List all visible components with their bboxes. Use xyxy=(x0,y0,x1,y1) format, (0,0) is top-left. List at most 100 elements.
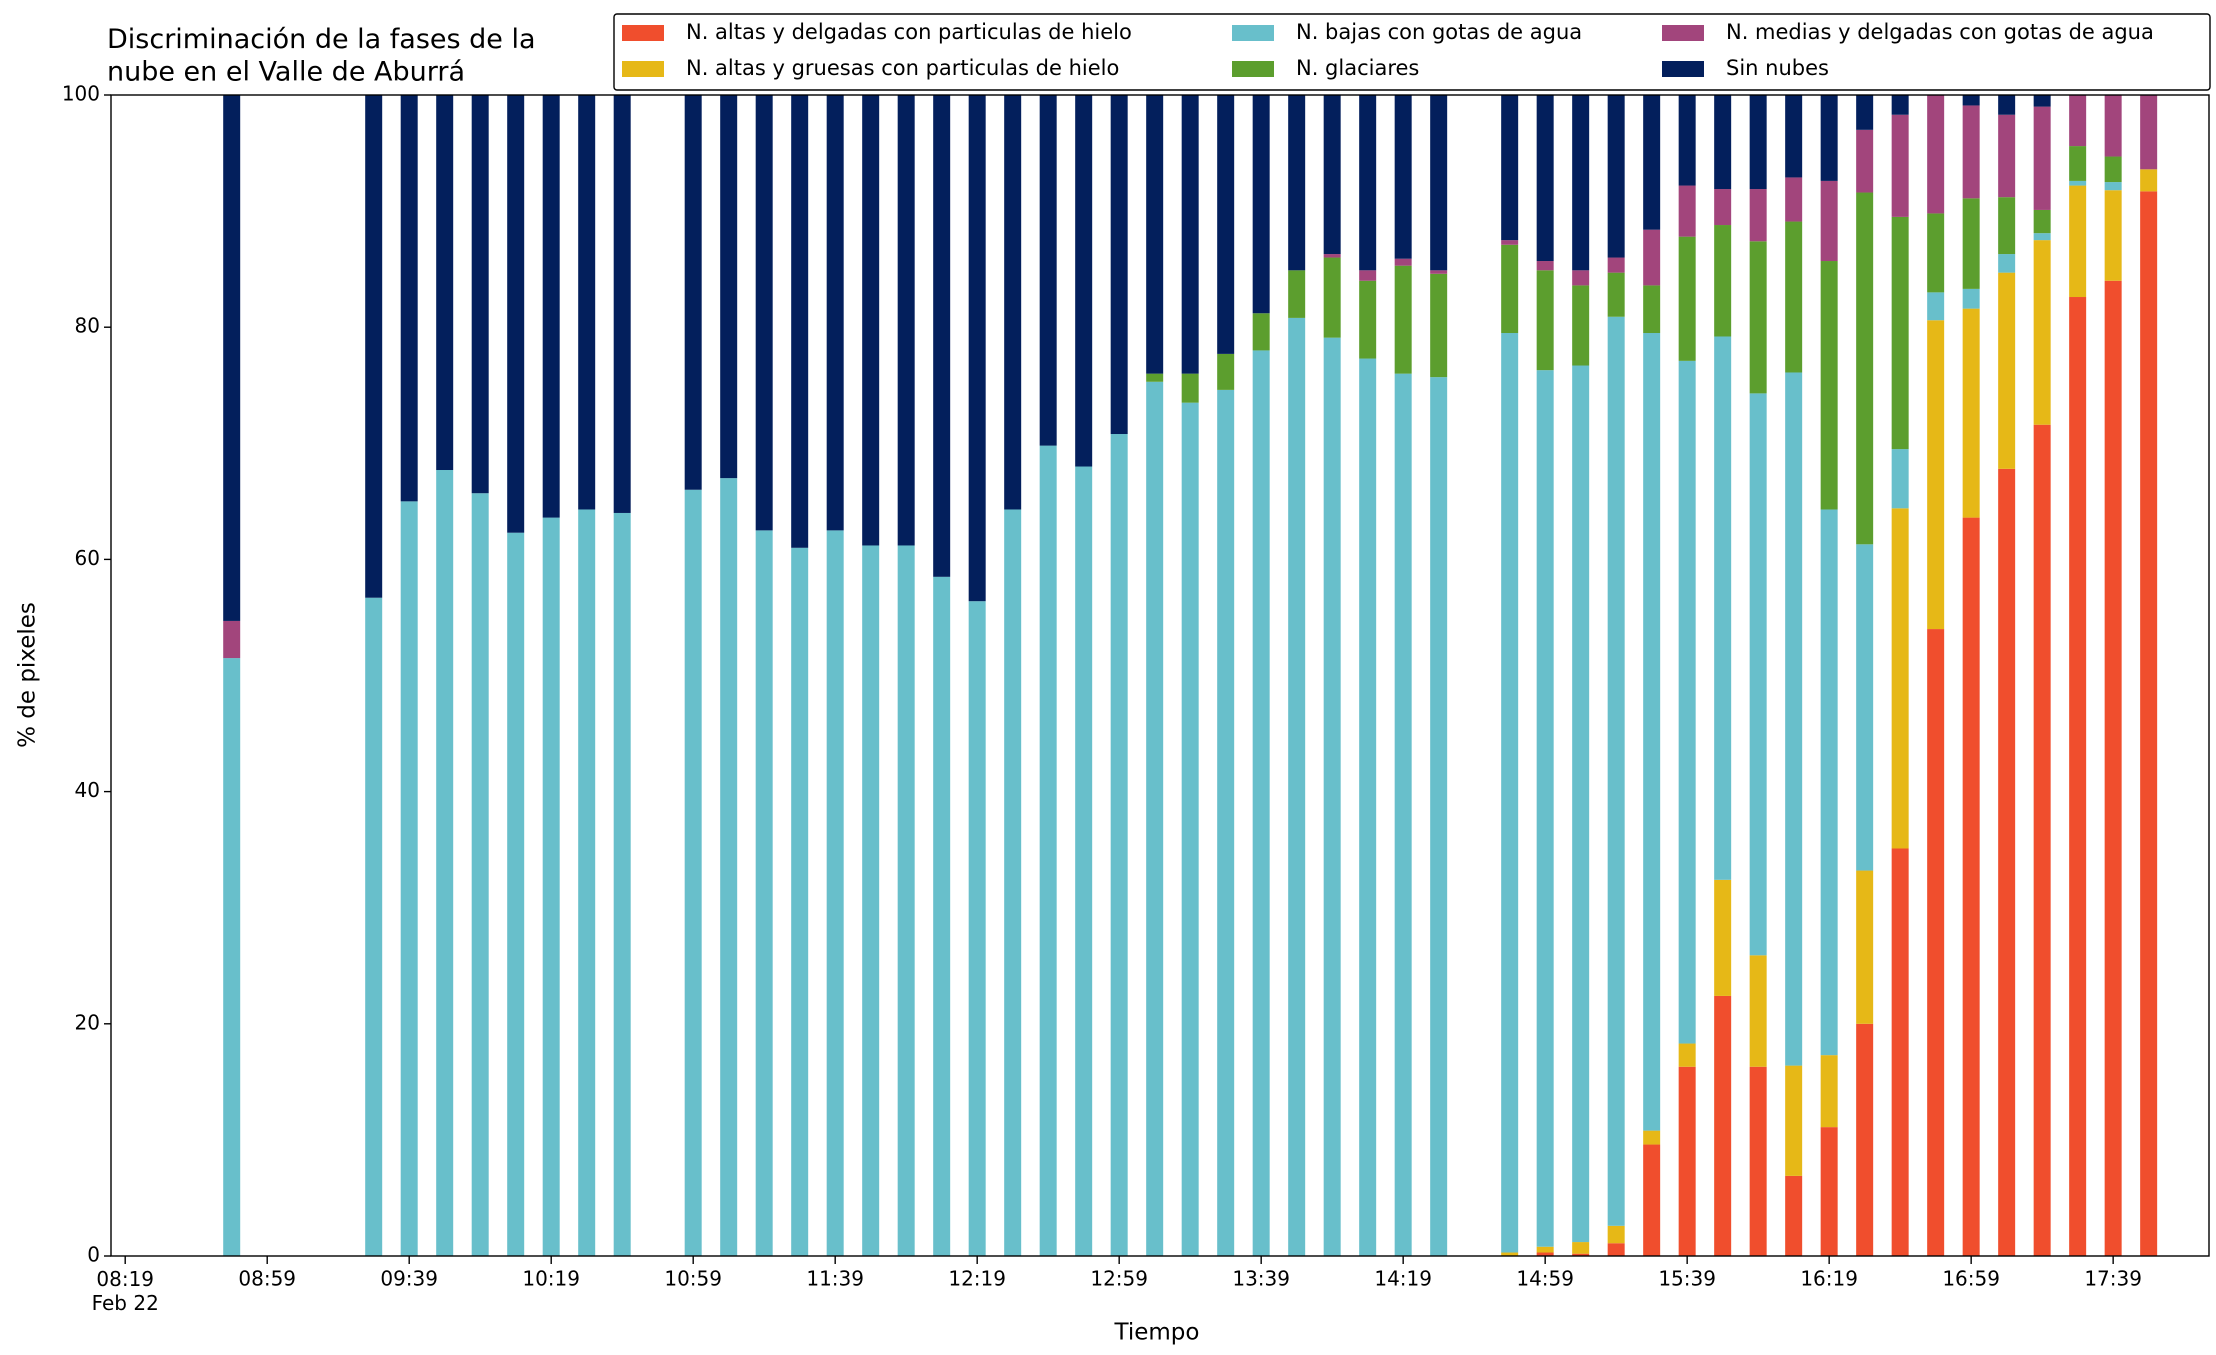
bar-segment xyxy=(1004,95,1022,510)
bar-segment xyxy=(1323,254,1341,258)
legend-label: N. medias y delgadas con gotas de agua xyxy=(1726,20,2154,44)
bar-segment xyxy=(1288,95,1306,271)
bar-segment xyxy=(1749,955,1767,1067)
bar-segment xyxy=(1430,270,1448,274)
y-tick-label: 20 xyxy=(75,1010,100,1034)
bar-segment xyxy=(1891,216,1909,450)
bar-segment xyxy=(684,489,702,1256)
bar-segment xyxy=(1749,1066,1767,1256)
bar-segment xyxy=(1714,879,1732,996)
bar-segment xyxy=(720,478,738,1256)
bar-segment xyxy=(755,95,773,531)
bar-segment xyxy=(1572,365,1590,1243)
bar-segment xyxy=(1678,95,1696,186)
bar-segment xyxy=(826,530,844,1256)
bar-segment xyxy=(471,95,489,494)
bar-segment xyxy=(1359,270,1377,281)
bar-segment xyxy=(933,576,951,1256)
bar-segment xyxy=(1962,198,1980,289)
bar-segment xyxy=(2069,95,2087,147)
bar-segment xyxy=(1536,95,1554,262)
bar-segment xyxy=(1927,213,1945,293)
bar-segment xyxy=(1607,272,1625,317)
bar-segment xyxy=(1536,370,1554,1247)
bar-segment xyxy=(1962,517,1980,1256)
bar-segment xyxy=(1607,257,1625,273)
bar-segment xyxy=(2104,182,2122,191)
bar-segment xyxy=(1572,1253,1590,1256)
bar-segment xyxy=(1643,1130,1661,1145)
bar-segment xyxy=(2104,190,2122,281)
bar-segment xyxy=(1856,544,1874,871)
legend: N. altas y delgadas con particulas de hi… xyxy=(613,13,2211,91)
bar-segment xyxy=(1643,333,1661,1131)
bar-segment xyxy=(1678,1043,1696,1067)
bar-segment xyxy=(1146,373,1164,382)
x-tick-label: 09:39 xyxy=(380,1267,438,1291)
bar-segment xyxy=(1572,1242,1590,1254)
bar-segment xyxy=(1181,95,1199,374)
bar-segment xyxy=(365,597,383,1256)
bar-segment xyxy=(1749,95,1767,190)
bar-segment xyxy=(1536,1252,1554,1256)
legend-label: N. altas y gruesas con particulas de hie… xyxy=(686,56,1119,80)
bar-segment xyxy=(1820,1055,1838,1128)
bar-segment xyxy=(1998,114,2016,198)
bar-segment xyxy=(826,95,844,531)
x-tick-label: 13:39 xyxy=(1232,1267,1290,1291)
legend-swatch xyxy=(622,61,664,77)
bar-segment xyxy=(1359,280,1377,359)
bar-segment xyxy=(1607,316,1625,1226)
bar-segment xyxy=(1217,353,1235,390)
bar-segment xyxy=(1820,180,1838,262)
bar-segment xyxy=(1856,95,1874,130)
bar-segment xyxy=(1394,265,1412,374)
legend-label: Sin nubes xyxy=(1726,56,1829,80)
bar-segment xyxy=(1785,221,1803,373)
bar-segment xyxy=(1962,105,1980,199)
bar-segment xyxy=(1501,240,1519,245)
bar-segment xyxy=(1891,508,1909,849)
y-tick-label: 0 xyxy=(87,1243,100,1267)
bar-segment xyxy=(1252,95,1270,314)
bar-segment xyxy=(1572,285,1590,366)
bar-segment xyxy=(1927,95,1945,214)
bar-segment xyxy=(1856,129,1874,193)
bar-segment xyxy=(2104,156,2122,183)
bar-segment xyxy=(791,95,809,548)
x-tick-label: 10:19 xyxy=(522,1267,580,1291)
bar-segment xyxy=(2033,106,2051,210)
bar-segment xyxy=(2069,180,2087,186)
x-tick-label: 16:19 xyxy=(1800,1267,1858,1291)
bar-segment xyxy=(1891,449,1909,509)
bar-segment xyxy=(1678,236,1696,361)
bar-segment xyxy=(1749,189,1767,242)
x-tick-label: 17:39 xyxy=(2084,1267,2142,1291)
bar-segment xyxy=(1430,273,1448,378)
bar-segment xyxy=(542,95,560,518)
legend-frame xyxy=(613,13,2211,91)
bar-segment xyxy=(2069,146,2087,181)
bar-segment xyxy=(1536,1246,1554,1253)
bar-segment xyxy=(1643,285,1661,334)
chart-title: Discriminación de la fases de la nube en … xyxy=(107,24,536,87)
bar-segment xyxy=(1820,261,1838,510)
x-tick-label: 16:59 xyxy=(1942,1267,2000,1291)
x-tick-label: 12:19 xyxy=(948,1267,1006,1291)
bar-segment xyxy=(1785,177,1803,222)
bar-segment xyxy=(2140,191,2158,1256)
bar-segment xyxy=(1998,197,2016,255)
bar-segment xyxy=(1927,292,1945,321)
bar-segment xyxy=(1039,95,1057,446)
bar-segment xyxy=(223,658,241,1256)
bar-segment xyxy=(2069,185,2087,298)
legend-label: N. altas y delgadas con particulas de hi… xyxy=(686,20,1132,44)
bar-segment xyxy=(1359,95,1377,271)
x-tick-label: 08:19 Feb 22 xyxy=(92,1267,159,1315)
bar-segment xyxy=(578,509,596,1256)
bar-segment xyxy=(1749,241,1767,394)
legend-swatch xyxy=(1662,61,1704,77)
bar-segment xyxy=(1252,313,1270,351)
bar-segment xyxy=(1288,317,1306,1256)
